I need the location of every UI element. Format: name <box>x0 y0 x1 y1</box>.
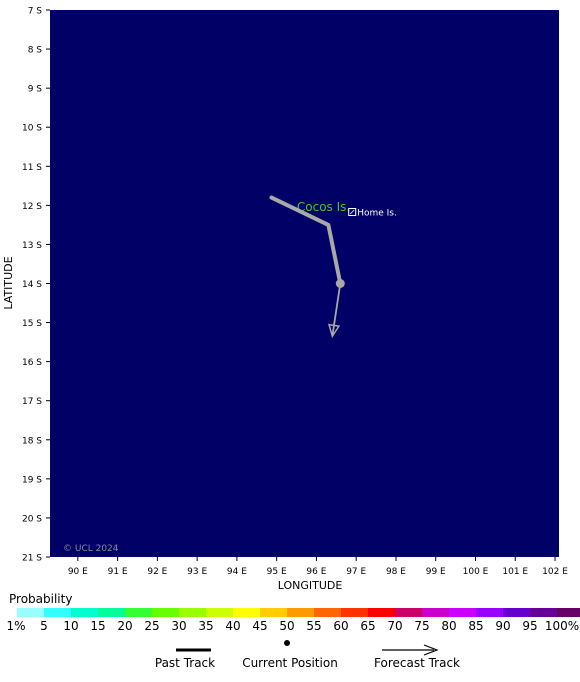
probability-scale-label: 35 <box>198 619 213 633</box>
probability-scale-label: 55 <box>306 619 321 633</box>
latitude-axis-label: LATITUDE <box>2 256 15 309</box>
longitude-tick-label: 96 E <box>306 567 326 577</box>
probability-color-swatch <box>71 608 98 617</box>
probability-scale-label: 75 <box>414 619 429 633</box>
longitude-tick-label: 100 E <box>463 567 489 577</box>
probability-scale-label: 95 <box>522 619 537 633</box>
longitude-axis: 90 E 91 E 92 E 93 E 94 E 95 E 96 E 97 E 98 E 99 E… <box>68 557 568 577</box>
longitude-tick-label: 101 E <box>502 567 528 577</box>
probability-scale-label: 40 <box>225 619 240 633</box>
probability-color-swatch <box>179 608 206 617</box>
probability-scale-label: 45 <box>252 619 267 633</box>
latitude-tick-label: 20 S <box>22 514 42 524</box>
probability-scale-label: 100% <box>545 619 579 633</box>
probability-color-swatch <box>341 608 368 617</box>
probability-color-swatch <box>503 608 530 617</box>
latitude-tick-label: 8 S <box>28 46 43 56</box>
probability-color-swatch <box>395 608 422 617</box>
probability-scale-label: 70 <box>387 619 402 633</box>
probability-color-swatch <box>152 608 179 617</box>
probability-legend-title: Probability <box>9 592 72 606</box>
probability-color-swatch <box>422 608 449 617</box>
probability-color-swatch <box>44 608 71 617</box>
latitude-tick-label: 10 S <box>22 124 42 134</box>
past-track-legend-label: Past Track <box>155 656 215 670</box>
longitude-tick-label: 94 E <box>227 567 247 577</box>
forecast-track-line <box>331 283 342 337</box>
probability-color-bar <box>17 608 580 617</box>
longitude-tick-label: 92 E <box>147 567 167 577</box>
longitude-tick-label: 95 E <box>267 567 287 577</box>
probability-color-swatch <box>530 608 557 617</box>
probability-scale-label: 10 <box>63 619 78 633</box>
probability-color-swatch <box>233 608 260 617</box>
probability-color-swatch <box>287 608 314 617</box>
forecast-track-legend-label: Forecast Track <box>374 656 460 670</box>
latitude-tick-label: 12 S <box>22 202 42 212</box>
probability-color-swatch <box>476 608 503 617</box>
longitude-tick-label: 102 E <box>542 567 568 577</box>
latitude-axis: 7 S 8 S 9 S 10 S 11 S 12 S 13 S 14 S 15 S 16 S 17 … <box>22 7 50 564</box>
forecast-track-legend-symbol <box>382 644 439 656</box>
probability-color-swatch <box>368 608 395 617</box>
town-marker-icon <box>348 207 357 216</box>
latitude-tick-label: 11 S <box>22 163 42 173</box>
longitude-tick-label: 98 E <box>386 567 406 577</box>
probability-scale-label: 90 <box>495 619 510 633</box>
longitude-axis-label: LONGITUDE <box>278 579 343 592</box>
latitude-tick-label: 7 S <box>28 7 43 17</box>
place-label-home-island: Home Is. <box>357 208 397 218</box>
place-label-cocos-islands: Cocos Is. <box>297 200 350 214</box>
probability-scale-label: 15 <box>90 619 105 633</box>
forecast-arrowhead-icon <box>327 323 341 339</box>
latitude-tick-label: 13 S <box>22 241 42 251</box>
latitude-tick-label: 19 S <box>22 475 42 485</box>
probability-scale-label: 1% <box>6 619 25 633</box>
probability-color-swatch <box>98 608 125 617</box>
latitude-tick-label: 9 S <box>28 85 43 95</box>
probability-scale-label: 20 <box>117 619 132 633</box>
current-position-legend-symbol <box>284 640 290 646</box>
probability-scale-label: 85 <box>468 619 483 633</box>
probability-color-swatch <box>206 608 233 617</box>
latitude-tick-label: 16 S <box>22 358 42 368</box>
probability-scale-labels: 1% 5 10 15 20 25 30 35 40 45 50 55 60 65 70 75 80 85 90 95 1… <box>6 619 579 633</box>
probability-scale-label: 80 <box>441 619 456 633</box>
probability-scale-label: 5 <box>40 619 48 633</box>
probability-scale-label: 30 <box>171 619 186 633</box>
latitude-tick-label: 14 S <box>22 280 42 290</box>
place-labels: Cocos Is. Home Is. <box>297 200 397 218</box>
probability-scale-label: 65 <box>360 619 375 633</box>
probability-scale-label: 50 <box>279 619 294 633</box>
probability-scale-label: 60 <box>333 619 348 633</box>
longitude-tick-label: 93 E <box>187 567 207 577</box>
copyright-text: © UCL 2024 <box>63 544 119 554</box>
map-ocean <box>50 10 559 557</box>
probability-color-swatch <box>125 608 152 617</box>
probability-color-swatch <box>17 608 44 617</box>
cyclone-track <box>269 195 345 339</box>
probability-color-swatch <box>449 608 476 617</box>
latitude-tick-label: 21 S <box>22 554 42 564</box>
longitude-tick-label: 99 E <box>426 567 446 577</box>
longitude-tick-label: 97 E <box>346 567 366 577</box>
probability-color-swatch <box>557 608 580 617</box>
past-track-line <box>269 195 343 286</box>
current-position-legend-label: Current Position <box>242 656 338 670</box>
probability-scale-label: 25 <box>144 619 159 633</box>
latitude-tick-label: 15 S <box>22 319 42 329</box>
probability-color-swatch <box>260 608 287 617</box>
latitude-tick-label: 18 S <box>22 436 42 446</box>
latitude-tick-label: 17 S <box>22 397 42 407</box>
current-position-marker <box>335 279 345 288</box>
longitude-tick-label: 91 E <box>108 567 128 577</box>
longitude-tick-label: 90 E <box>68 567 88 577</box>
probability-color-swatch <box>314 608 341 617</box>
